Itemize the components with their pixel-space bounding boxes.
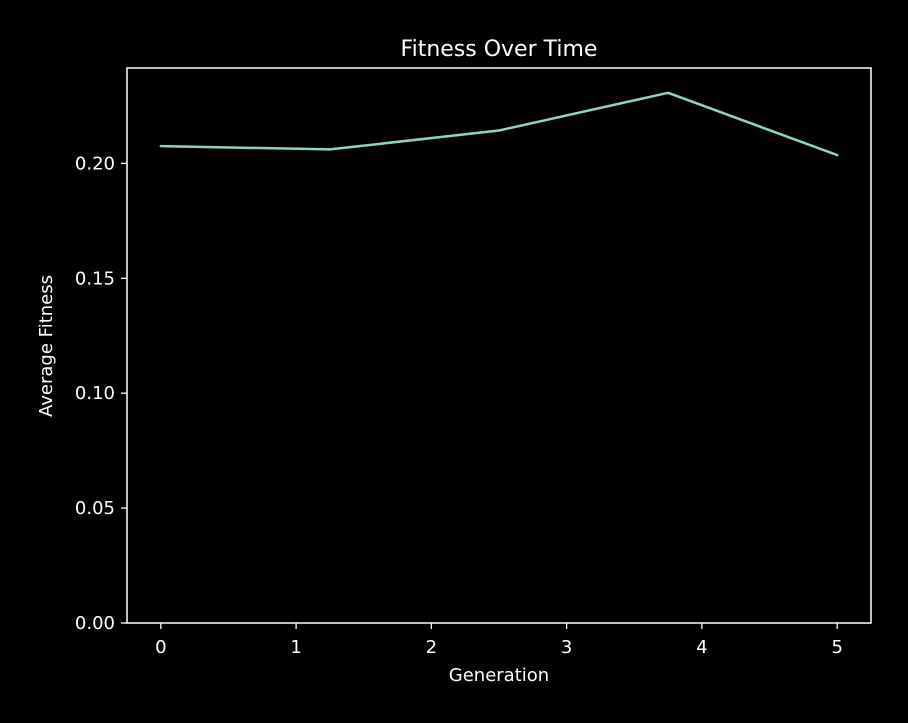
axes-frame: [126, 67, 872, 624]
x-tick-label: 2: [426, 637, 437, 658]
series-line: [159, 91, 839, 157]
y-axis-label: Average Fitness: [36, 275, 57, 417]
plot-series: [159, 91, 839, 157]
y-tick-label: 0.20: [75, 153, 115, 174]
x-tick-label: 5: [831, 637, 842, 658]
x-tick-label: 3: [561, 637, 572, 658]
y-tick-label: 0.15: [75, 268, 115, 289]
axis-ticks: 0 1 2 3 4 5 0.00 0.05 0.10 0.15 0.20: [75, 153, 843, 658]
y-tick-label: 0.00: [75, 613, 115, 634]
y-tick-label: 0.05: [75, 498, 115, 519]
x-tick-label: 0: [155, 637, 166, 658]
y-tick-label: 0.10: [75, 383, 115, 404]
chart-title: Fitness Over Time: [401, 37, 598, 62]
x-tick-label: 4: [696, 637, 707, 658]
x-axis-label: Generation: [449, 665, 549, 686]
x-tick-label: 1: [290, 637, 301, 658]
